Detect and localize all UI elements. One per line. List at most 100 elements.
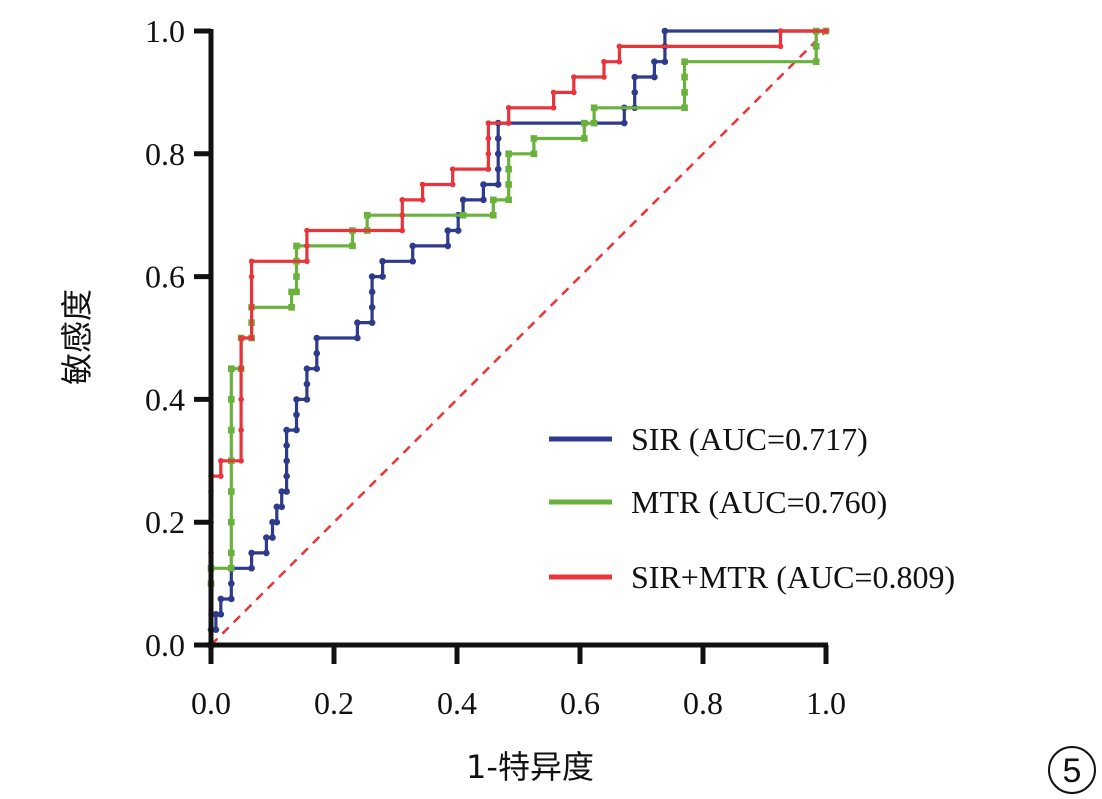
series-1-point <box>454 227 462 234</box>
series-1-point <box>273 503 281 511</box>
series-2-point <box>681 104 688 112</box>
series-1-point <box>283 457 290 465</box>
series-1-point <box>212 611 220 618</box>
series-2-point <box>227 396 235 403</box>
series-3-point <box>485 151 492 157</box>
series-1-point <box>368 304 376 311</box>
series-2-point <box>288 304 295 311</box>
series-3-point <box>218 473 224 479</box>
series-3-point <box>616 43 623 50</box>
series-2-point <box>293 242 300 250</box>
series-3-point <box>399 212 406 218</box>
series-3-point <box>399 227 406 234</box>
series-3-point <box>601 74 607 80</box>
x-tick-label: 0.2 <box>314 685 354 721</box>
series-1-point <box>620 119 628 127</box>
series-1-point <box>303 365 311 373</box>
series-3-point <box>238 427 244 433</box>
x-tick-label: 1.0 <box>806 685 846 721</box>
series-2-point <box>530 150 538 158</box>
axes-layer <box>208 29 828 648</box>
series-3-point <box>238 396 244 403</box>
reference-line-layer <box>210 30 827 646</box>
legend-label-series-3: SIR+MTR (AUC=0.809) <box>631 559 955 595</box>
series-1-point <box>278 503 286 511</box>
series-1-point <box>303 396 311 403</box>
series-2-point <box>227 564 235 572</box>
series-2-point <box>363 211 371 219</box>
series-3-point <box>238 365 244 372</box>
series-1-point <box>494 150 502 158</box>
series-1-point <box>248 564 255 572</box>
series-3-point <box>485 120 492 126</box>
series-1-point <box>494 165 502 173</box>
panel-label-circle <box>1048 746 1096 794</box>
series-2-point <box>812 58 820 65</box>
series-1-point <box>444 227 452 234</box>
series-1-point <box>444 242 452 250</box>
y-tick-label: 0.4 <box>145 381 185 417</box>
series-1-point <box>661 58 669 65</box>
series-1-point <box>293 396 300 403</box>
series-1-point <box>651 58 658 65</box>
series-3-point <box>419 181 426 188</box>
series-2-point <box>812 43 820 50</box>
series-1-point <box>212 626 220 633</box>
x-tick-label: 0.8 <box>683 685 723 721</box>
series-1-point <box>263 549 270 557</box>
legend-label-series-1: SIR (AUC=0.717) <box>631 421 868 457</box>
series-1-point <box>313 365 321 373</box>
series-1-point <box>293 411 300 419</box>
series-2-point <box>681 89 688 96</box>
series-1-point <box>480 181 487 188</box>
series-3-point <box>777 28 784 34</box>
y-tick-label: 0.8 <box>145 136 185 172</box>
series-2-point <box>489 196 497 204</box>
y-tick-label: 0.6 <box>145 259 185 295</box>
series-3-point <box>248 335 255 341</box>
series-3-point <box>238 335 244 341</box>
series-3-point <box>616 58 623 65</box>
series-2-point <box>459 211 467 219</box>
panel-label-badge: 5 <box>1048 746 1096 794</box>
series-3-point <box>823 28 829 34</box>
series-1-point <box>248 549 255 557</box>
series-3-point <box>248 304 255 311</box>
series-3-point <box>238 458 244 464</box>
y-axis-title: 敏感度 <box>58 289 96 385</box>
legend: SIR (AUC=0.717) MTR (AUC=0.760) SIR+MTR (A… <box>549 421 955 595</box>
series-1-point <box>227 580 235 587</box>
series-2-point <box>227 426 235 434</box>
series-3-point <box>304 227 310 234</box>
series-1-point <box>217 595 225 603</box>
series-1-point <box>313 350 321 357</box>
series-2-point <box>581 119 588 127</box>
series-1-point <box>368 273 376 280</box>
series-1-point <box>494 135 502 142</box>
series-3-point <box>248 273 255 280</box>
series-1-point <box>269 534 276 541</box>
series-1-point <box>293 426 300 434</box>
series-1-point <box>368 319 376 326</box>
series-3-point <box>449 166 456 172</box>
series-2-point <box>227 488 235 495</box>
series-1-point <box>651 73 658 81</box>
y-tick-label: 0.2 <box>145 504 185 540</box>
series-1-point <box>379 273 386 280</box>
series-2-point <box>590 104 598 112</box>
series-1-point <box>283 442 290 449</box>
x-tick-label: 0.0 <box>191 685 231 721</box>
series-3-point <box>419 197 426 203</box>
series-3-point <box>485 135 492 142</box>
x-tick-label: 0.6 <box>560 685 600 721</box>
series-1-point <box>283 472 290 480</box>
series-2-point <box>530 135 538 142</box>
series-2-point <box>227 518 235 526</box>
y-tick-label: 1.0 <box>145 13 185 49</box>
series-1-point <box>283 488 290 495</box>
series-2-point <box>505 181 512 188</box>
series-2-point <box>293 288 300 296</box>
series-1-point <box>217 611 225 618</box>
series-1-point <box>409 257 417 265</box>
series-3-point <box>304 258 310 265</box>
